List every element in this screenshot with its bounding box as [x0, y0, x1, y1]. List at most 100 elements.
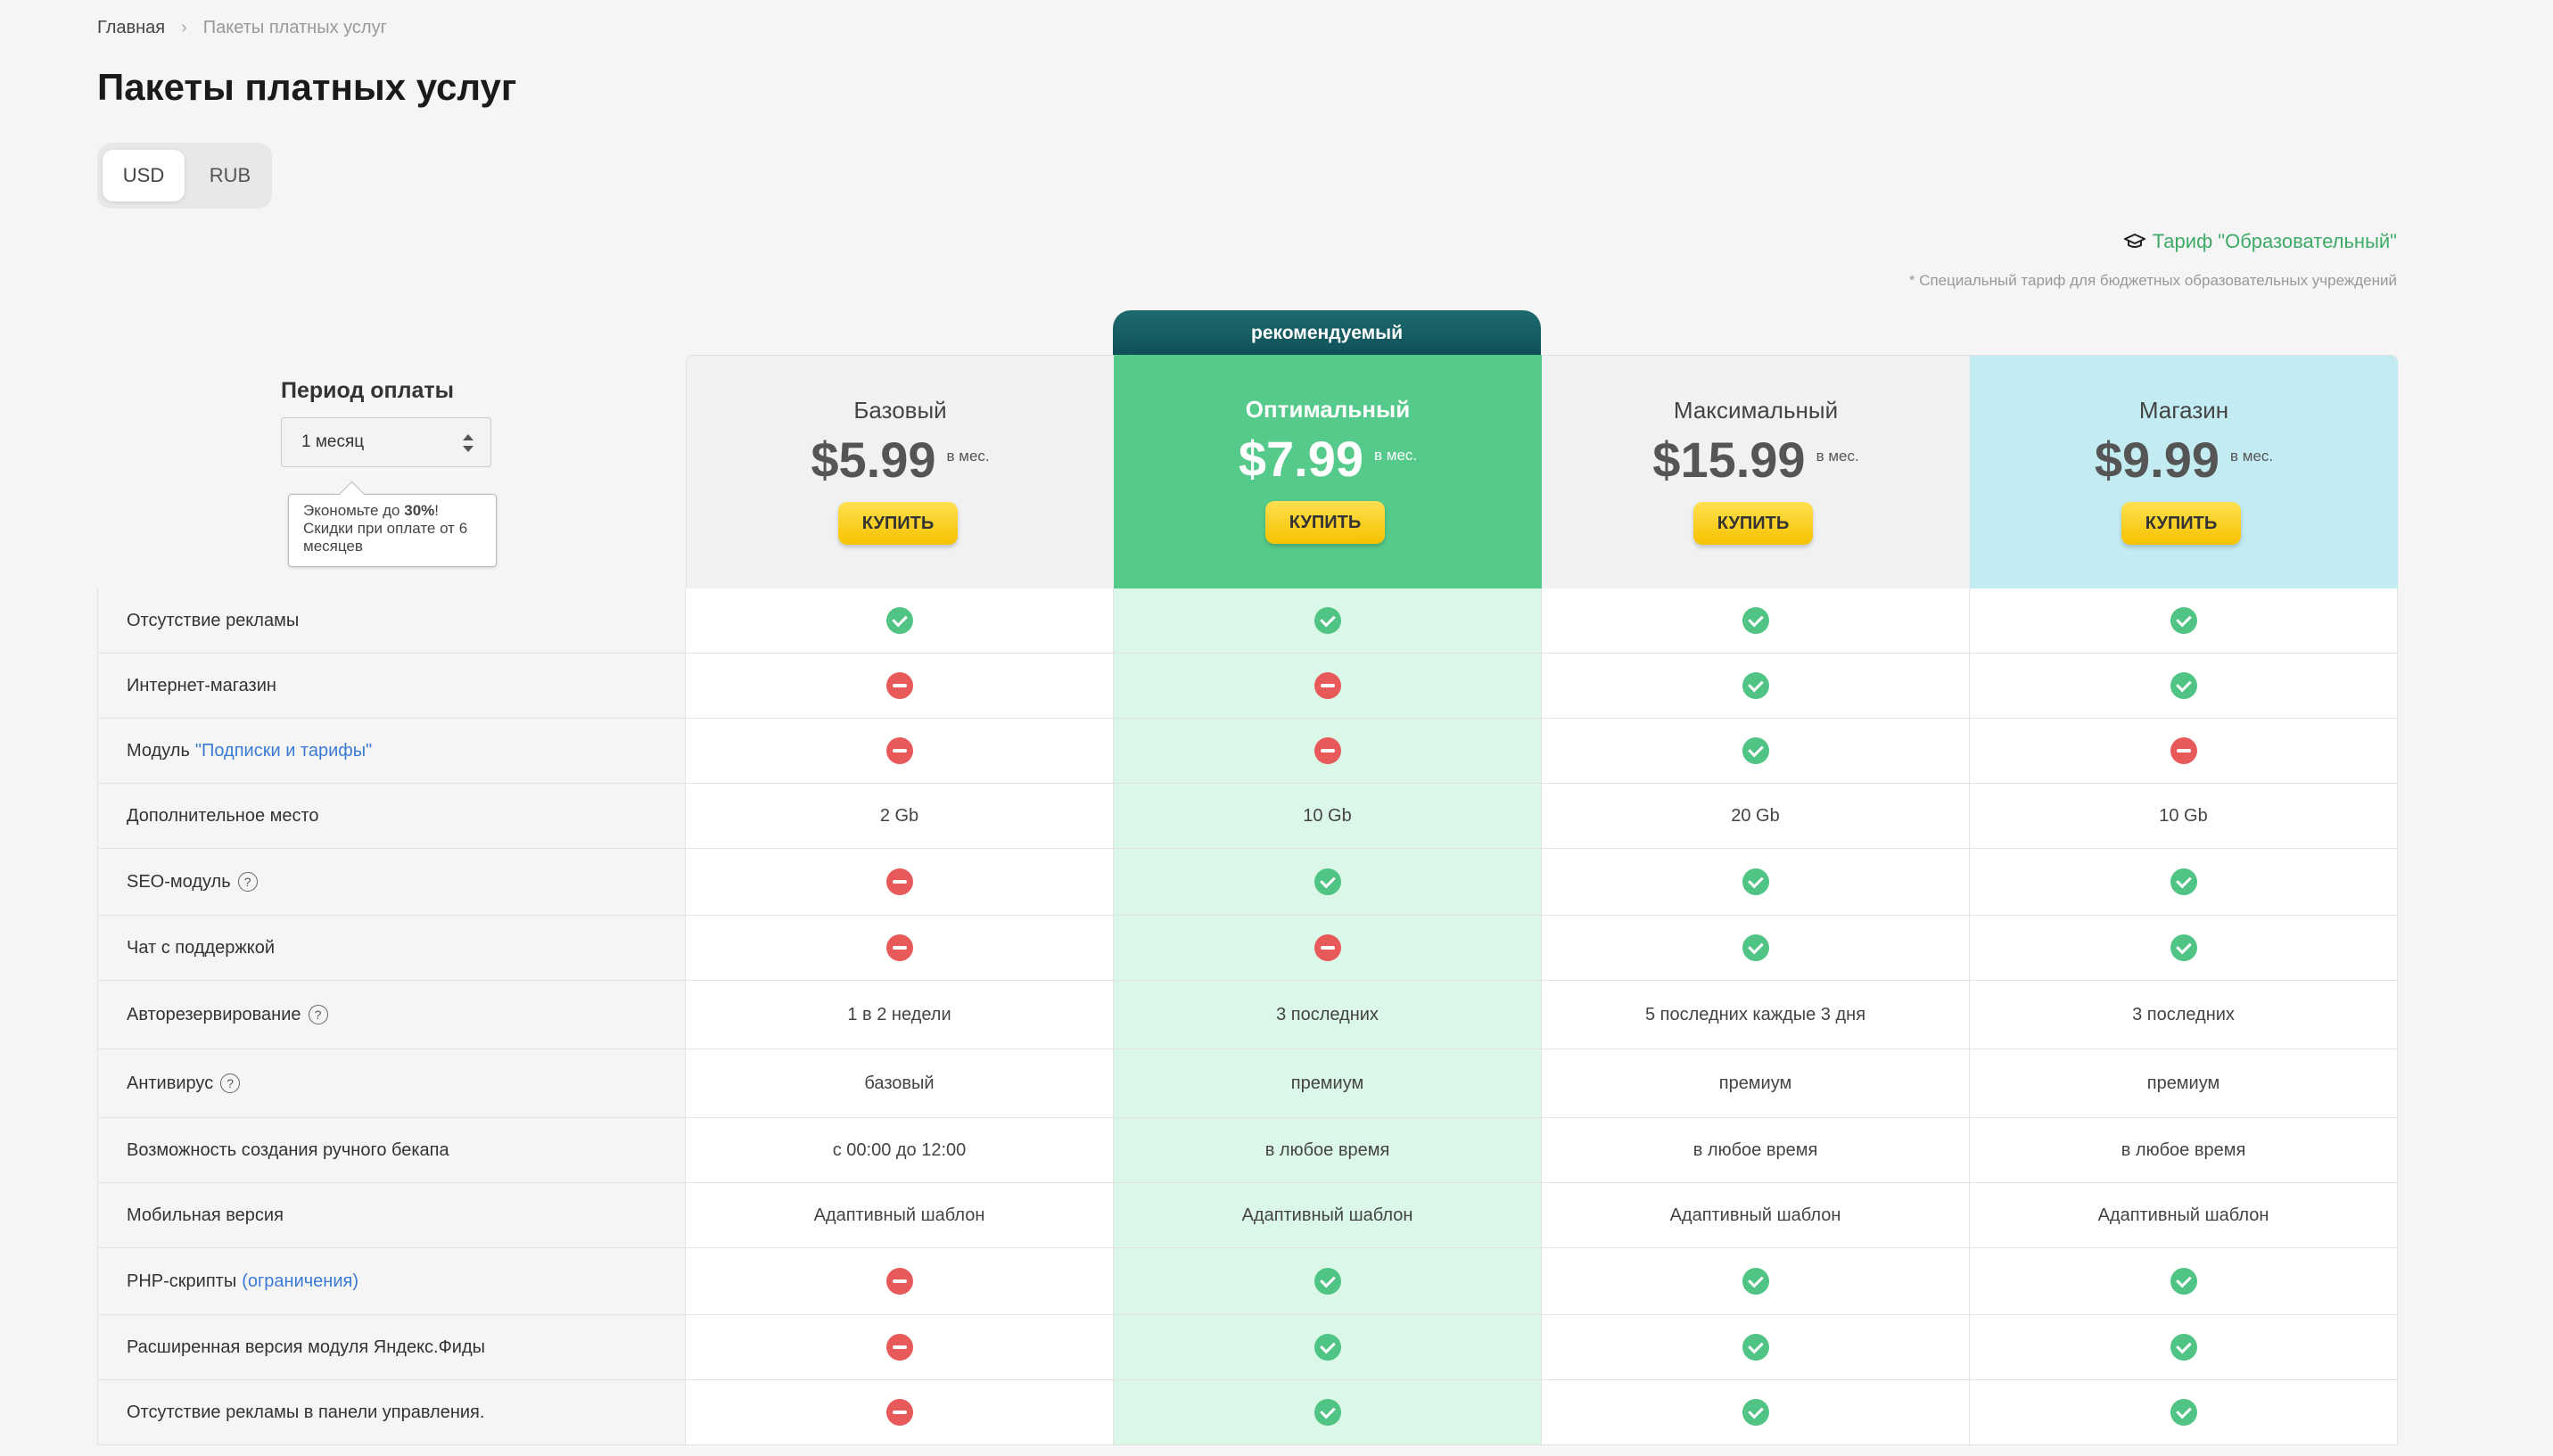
help-icon[interactable]: ? [308, 1005, 328, 1024]
tooltip-text-line2: Скидки при оплате от 6 месяцев [303, 520, 468, 555]
currency-usd-option[interactable]: USD [103, 150, 185, 202]
feature-cell [1542, 1248, 1970, 1314]
plan-price: $7.99 в мес. [1114, 430, 1542, 488]
buy-button-maximal[interactable]: КУПИТЬ [1693, 502, 1813, 545]
period-discount-tooltip: Экономьте до 30%! Скидки при оплате от 6… [288, 494, 497, 567]
feature-cell [1542, 588, 1970, 653]
feature-cell: 10 Gb [1114, 784, 1542, 848]
feature-label: Модуль "Подписки и тарифы" [97, 719, 686, 783]
plan-name: Базовый [853, 397, 947, 424]
plan-price-period: в мес. [2230, 448, 2274, 465]
check-icon [1742, 934, 1769, 961]
period-select[interactable]: 1 месяц [281, 417, 491, 467]
plan-header-optimal: Оптимальный $7.99 в мес. КУПИТЬ [1114, 355, 1542, 588]
edu-tariff-link[interactable]: Тариф "Образовательный" [2123, 230, 2397, 253]
feature-value: премиум [1718, 1073, 1792, 1093]
plan-header-shop: Магазин $9.99 в мес. КУПИТЬ [1970, 355, 2398, 588]
buy-button-shop[interactable]: КУПИТЬ [2121, 502, 2241, 545]
feature-value: в любое время [2121, 1139, 2246, 1160]
feature-cell: Адаптивный шаблон [1114, 1183, 1542, 1247]
feature-cell [686, 916, 1114, 980]
table-row: Антивирус? базовый премиум премиум премиум [97, 1049, 2398, 1118]
check-icon [1742, 737, 1769, 764]
graduation-cap-icon [2123, 233, 2145, 248]
feature-value: Адаптивный шаблон [813, 1205, 985, 1225]
table-row: Возможность создания ручного бекапа с 00:… [97, 1118, 2398, 1183]
feature-label: PHP-скрипты (ограничения) [97, 1248, 686, 1314]
buy-button-optimal[interactable]: КУПИТЬ [1265, 501, 1385, 544]
table-row: SEO-модуль? [97, 849, 2398, 916]
period-select-value: 1 месяц [301, 432, 365, 451]
check-icon [1742, 1334, 1769, 1361]
feature-cell [1114, 1380, 1542, 1444]
buy-button-basic[interactable]: КУПИТЬ [838, 502, 958, 545]
feature-label: Мобильная версия [97, 1183, 686, 1247]
feature-label-text: SEO-модуль [127, 871, 231, 892]
feature-link[interactable]: (ограничения) [242, 1271, 358, 1291]
feature-cell: 1 в 2 недели [686, 981, 1114, 1049]
edu-tariff-note: * Специальный тариф для бюджетных образо… [1908, 272, 2397, 289]
check-icon [2170, 607, 2197, 634]
feature-cell: Адаптивный шаблон [1970, 1183, 2398, 1247]
check-icon [1314, 607, 1341, 634]
help-icon[interactable]: ? [237, 872, 258, 892]
breadcrumb-home-link[interactable]: Главная [97, 18, 166, 37]
feature-cell [1542, 916, 1970, 980]
plan-price-period: в мес. [1816, 448, 1859, 465]
feature-value: 3 последних [1276, 1004, 1379, 1024]
feature-value: премиум [1290, 1073, 1364, 1093]
table-row: Дополнительное место 2 Gb 10 Gb 20 Gb 10 Gb [97, 784, 2398, 849]
feature-label-text: Отсутствие рекламы в панели управления. [127, 1402, 485, 1422]
check-icon [2170, 1334, 2197, 1361]
minus-icon [885, 934, 913, 961]
feature-cell [1114, 1315, 1542, 1379]
feature-value: с 00:00 до 12:00 [832, 1139, 967, 1160]
feature-cell: в любое время [1114, 1118, 1542, 1182]
feature-cell: в любое время [1542, 1118, 1970, 1182]
page-title: Пакеты платных услуг [97, 66, 517, 108]
plan-name: Оптимальный [1245, 396, 1411, 423]
feature-cell [686, 849, 1114, 915]
feature-cell [1970, 1380, 2398, 1444]
table-row: Авторезервирование? 1 в 2 недели 3 последн… [97, 981, 2398, 1049]
feature-cell [1542, 719, 1970, 783]
check-icon [2170, 1399, 2197, 1426]
check-icon [1742, 1399, 1769, 1426]
help-icon[interactable]: ? [220, 1073, 241, 1093]
plans-header: Период оплаты 1 месяц Экономьте до 30%! … [97, 355, 2398, 588]
table-row: PHP-скрипты (ограничения) [97, 1248, 2398, 1315]
check-icon [2170, 672, 2197, 699]
plan-price-value: $5.99 [811, 432, 936, 488]
feature-cell: премиум [1970, 1049, 2398, 1117]
plan-price-value: $15.99 [1652, 432, 1806, 488]
plan-price-value: $9.99 [2094, 432, 2219, 488]
feature-label-text: Дополнительное место [127, 805, 319, 826]
feature-label-text: PHP-скрипты [127, 1271, 237, 1291]
check-icon [1314, 1399, 1341, 1426]
feature-cell [1114, 1248, 1542, 1314]
check-icon [2170, 1268, 2197, 1295]
feature-cell [1542, 654, 1970, 718]
minus-icon [2170, 737, 2197, 764]
feature-link[interactable]: "Подписки и тарифы" [194, 740, 373, 761]
table-row: Модуль "Подписки и тарифы" [97, 719, 2398, 784]
feature-value: 20 Gb [1731, 805, 1780, 826]
feature-value: Адаптивный шаблон [1241, 1205, 1413, 1225]
period-label: Период оплаты [281, 378, 455, 403]
feature-cell: 2 Gb [686, 784, 1114, 848]
feature-cell [686, 1315, 1114, 1379]
feature-label: Возможность создания ручного бекапа [97, 1118, 686, 1182]
feature-value: 1 в 2 недели [847, 1004, 951, 1024]
tooltip-text-pre: Экономьте до [303, 502, 405, 519]
plan-price-value: $7.99 [1238, 431, 1363, 487]
feature-label-text: Чат с поддержкой [127, 937, 276, 958]
features-table: Отсутствие рекламы Интернет-магазин Модуль… [97, 588, 2398, 1445]
feature-label-text: Интернет-магазин [127, 675, 276, 695]
currency-rub-option[interactable]: RUB [209, 164, 251, 186]
feature-value: 5 последних каждые 3 дня [1644, 1004, 1866, 1024]
tooltip-discount-value: 30% [404, 502, 435, 519]
feature-cell [686, 1380, 1114, 1444]
feature-value: Адаптивный шаблон [2097, 1205, 2269, 1225]
recommended-badge: рекомендуемый [1113, 310, 1541, 357]
feature-label: Интернет-магазин [97, 654, 686, 718]
